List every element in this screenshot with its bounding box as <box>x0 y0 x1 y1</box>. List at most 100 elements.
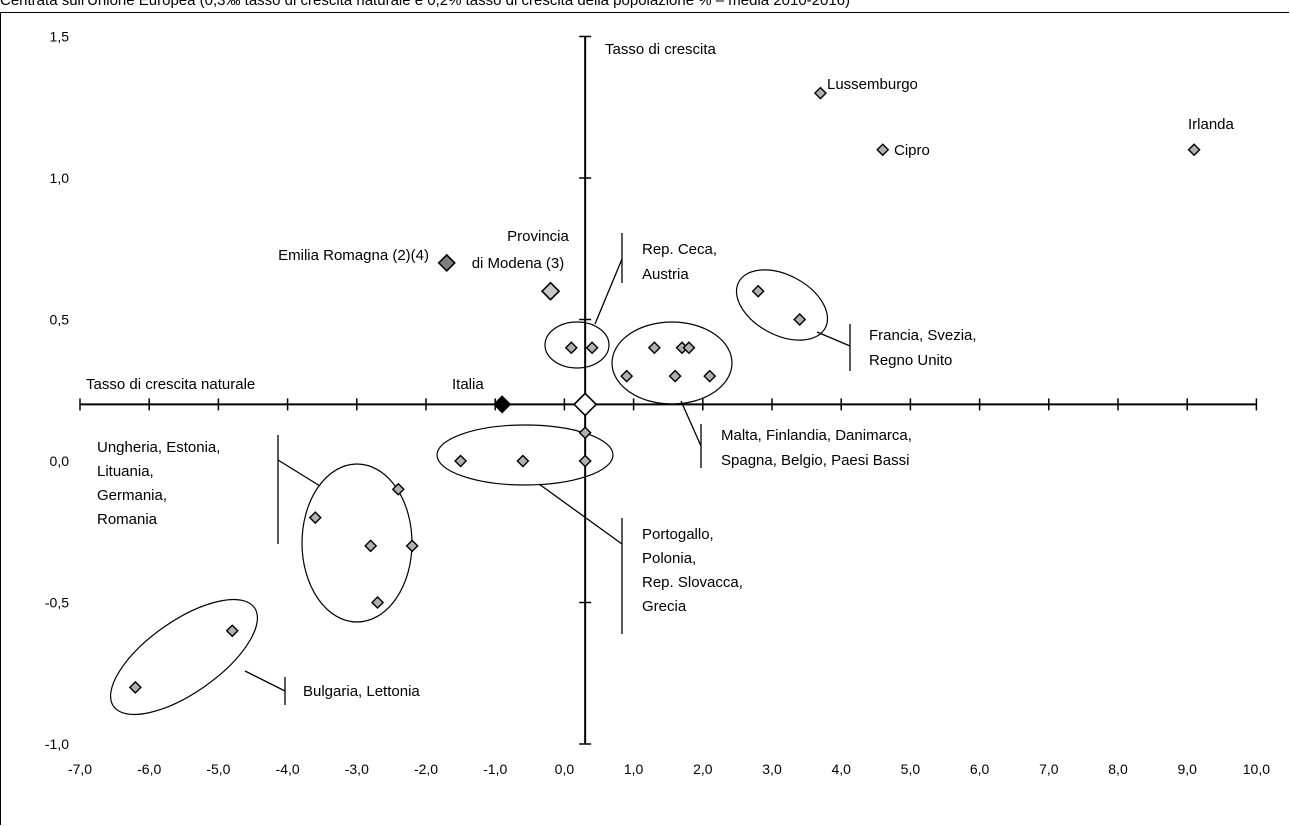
group-label-line: Ungheria, Estonia, <box>97 439 220 456</box>
data-point <box>578 454 592 468</box>
x-axis-title: Tasso di crescita naturale <box>86 376 255 393</box>
group-label-line: Portogallo, <box>642 526 714 543</box>
group-label: Malta, Finlandia, Danimarca, Spagna, Belg… <box>721 427 912 469</box>
cluster-ellipse <box>436 424 614 486</box>
chart-title: Centrata sull'Unione Europea (0,3‰ tasso… <box>0 0 851 9</box>
data-point <box>516 454 530 468</box>
group-label-line: Grecia <box>642 598 687 615</box>
group-leader <box>244 670 286 692</box>
group-label-line: Romania <box>97 511 158 528</box>
x-tick-label: -2,0 <box>414 761 438 777</box>
group-label-line: Rep. Slovacca, <box>642 574 743 591</box>
scatter-chart: -7,0 -6,0 -5,0 -4,0 -3,0 -2,0 -1,0 0,0 1,0 2,0 3,0… <box>45 29 1270 778</box>
point-label: Lussemburgo <box>827 76 918 93</box>
data-point <box>405 539 419 553</box>
data-point <box>391 482 405 496</box>
x-tick-label: -1,0 <box>483 761 507 777</box>
cluster-ellipses <box>109 269 829 716</box>
data-point <box>793 313 807 326</box>
cluster-ellipse <box>611 321 733 405</box>
group-label-line: Germania, <box>97 487 167 504</box>
x-tick-label: 0,0 <box>555 761 575 777</box>
x-tick-label: 1,0 <box>624 761 644 777</box>
cluster-ellipse <box>735 269 829 341</box>
point-label-line: di Modena (3) <box>472 255 565 272</box>
x-tick-label: 9,0 <box>1177 761 1197 777</box>
point-label: Irlanda <box>1188 116 1235 133</box>
point-label: Cipro <box>894 142 930 159</box>
x-tick-label: 5,0 <box>901 761 921 777</box>
data-point <box>573 392 598 417</box>
group-labels: Rep. Ceca, Austria Francia, Svezia, Regno U… <box>97 233 977 705</box>
group-leader <box>538 483 623 545</box>
x-tick-label: -4,0 <box>276 761 300 777</box>
y-tick-label: 0,0 <box>50 453 70 469</box>
data-point <box>647 341 661 355</box>
point-label: Provincia di Modena (3) <box>472 228 570 272</box>
data-point <box>128 680 142 694</box>
group-leader <box>680 400 702 447</box>
x-tick-label: 8,0 <box>1108 761 1128 777</box>
group-label-line: Polonia, <box>642 550 696 567</box>
x-tick-label: -7,0 <box>68 761 92 777</box>
group-label-line: Francia, Svezia, <box>869 327 977 344</box>
point-label: Italia <box>452 376 484 393</box>
group-label-line: Austria <box>642 266 689 283</box>
y-tick-label: 0,5 <box>50 312 70 328</box>
cluster-ellipse <box>544 321 610 369</box>
data-point <box>308 511 322 525</box>
data-point <box>703 369 717 383</box>
point-cipro <box>876 143 890 157</box>
point-label-line: Provincia <box>507 228 569 245</box>
x-tick-label: 6,0 <box>970 761 990 777</box>
axes <box>79 35 1258 745</box>
data-point <box>578 426 592 440</box>
group-label: Bulgaria, Lettonia <box>303 683 420 700</box>
y-tick-label: -1,0 <box>45 736 69 752</box>
point-irlanda <box>1187 143 1201 157</box>
group-leader <box>277 459 321 487</box>
data-point <box>682 341 696 355</box>
x-tick-label: -6,0 <box>137 761 161 777</box>
y-tick-label: -0,5 <box>45 595 69 611</box>
data-point <box>585 341 599 355</box>
y-axis-title: Tasso di crescita <box>605 41 717 58</box>
chart-frame: -7,0 -6,0 -5,0 -4,0 -3,0 -2,0 -1,0 0,0 1,0 2,0 3,0… <box>0 12 1289 825</box>
group-leader <box>594 258 623 325</box>
data-point <box>668 369 682 383</box>
data-point <box>454 454 468 468</box>
x-tick-label: -5,0 <box>206 761 230 777</box>
group-label: Rep. Ceca, Austria <box>642 241 717 283</box>
group-label: Portogallo, Polonia, Rep. Slovacca, Grecia <box>642 526 743 615</box>
group-label: Francia, Svezia, Regno Unito <box>869 327 977 369</box>
y-tick-label: 1,5 <box>50 29 70 45</box>
data-point <box>364 539 378 553</box>
tick-labels: -7,0 -6,0 -5,0 -4,0 -3,0 -2,0 -1,0 0,0 1,0 2,0 3,0… <box>45 29 1270 778</box>
point-label: Emilia Romagna (2)(4) <box>278 247 429 264</box>
point-provincia-di-modena <box>540 281 561 301</box>
point-italia <box>492 395 512 414</box>
group-label-line: Bulgaria, Lettonia <box>303 683 420 700</box>
x-tick-label: 7,0 <box>1039 761 1059 777</box>
point-labels: Lussemburgo Cipro Irlanda Emilia Romagna (2… <box>278 76 1234 393</box>
data-point <box>225 624 239 638</box>
data-points <box>128 86 1201 694</box>
data-point <box>751 284 765 298</box>
group-label: Ungheria, Estonia, Lituania, Germania, Roma… <box>97 439 220 528</box>
group-label-line: Rep. Ceca, <box>642 241 717 258</box>
group-label-line: Spagna, Belgio, Paesi Bassi <box>721 452 909 469</box>
data-point <box>564 341 578 355</box>
group-label-line: Regno Unito <box>869 352 952 369</box>
group-label-line: Malta, Finlandia, Danimarca, <box>721 427 912 444</box>
point-emilia-romagna <box>437 253 456 273</box>
cluster-ellipse <box>109 598 259 716</box>
x-tick-label: 3,0 <box>762 761 782 777</box>
group-label-line: Lituania, <box>97 463 154 480</box>
group-leader <box>816 331 851 347</box>
x-tick-label: 10,0 <box>1243 761 1270 777</box>
x-tick-label: 4,0 <box>831 761 851 777</box>
x-tick-label: 2,0 <box>693 761 713 777</box>
point-lussemburgo <box>813 86 827 100</box>
y-tick-label: 1,0 <box>50 170 70 186</box>
data-point <box>371 596 385 609</box>
